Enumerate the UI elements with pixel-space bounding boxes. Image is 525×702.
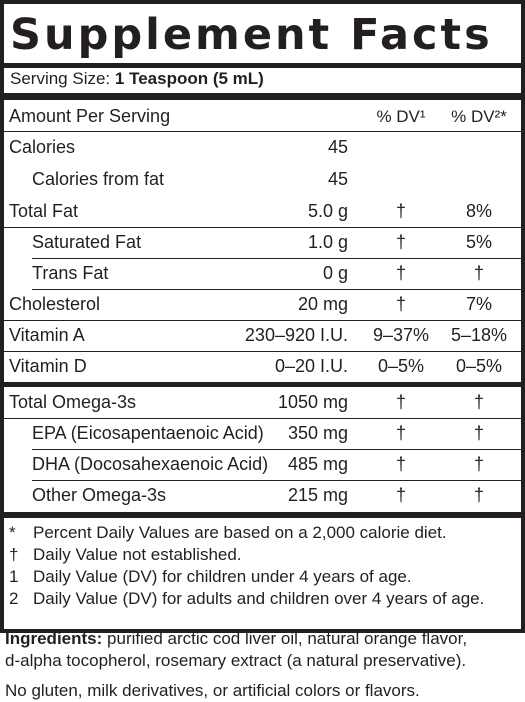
nutrient-dv-children: † [395, 232, 406, 252]
nutrient-dv-children: † [395, 485, 406, 505]
footnote: † Daily Value not established. [9, 544, 242, 565]
table-row: Vitamin A 230–920 I.U. 9–37% 5–18% [4, 320, 521, 351]
supplement-facts-panel: Supplement Facts Serving Size: 1 Teaspoo… [0, 0, 525, 633]
serving-size-value: 1 Teaspoon (5 mL) [114, 69, 264, 88]
dv1-header: % DV¹ [376, 107, 426, 126]
ingredients-line-1: purified arctic cod liver oil, natural o… [107, 629, 468, 648]
footnote: 2 Daily Value (DV) for adults and childre… [9, 588, 484, 609]
row-divider [32, 289, 521, 290]
footnote-symbol: † [9, 545, 19, 564]
nutrient-amount: 485 mg [287, 454, 348, 474]
thick-rule-mid [4, 382, 521, 387]
nutrient-name: Total Omega-3s [9, 392, 137, 412]
nutrient-name: Calories from fat [32, 169, 165, 189]
nutrient-amount: 350 mg [287, 423, 348, 443]
nutrient-dv-children: 9–37% [372, 325, 430, 345]
nutrient-dv-adults: † [473, 423, 484, 443]
ingredients-label: Ingredients: [5, 629, 103, 648]
footnote: * Percent Daily Values are based on a 2,0… [9, 522, 447, 543]
nutrient-amount: 215 mg [287, 485, 348, 505]
nutrient-name: Trans Fat [32, 263, 109, 283]
nutrient-amount: 0 g [322, 263, 348, 283]
nutrient-name: Total Fat [9, 201, 79, 221]
nutrient-dv-children: † [395, 454, 406, 474]
thick-rule-serving [4, 93, 521, 100]
allergen-note: No gluten, milk derivatives, or artifici… [5, 681, 420, 700]
row-divider [4, 227, 521, 228]
nutrient-dv-children: † [395, 201, 406, 221]
table-row: Calories from fat 45 [4, 164, 521, 195]
nutrient-name: EPA (Eicosapentaenoic Acid) [32, 423, 264, 443]
thick-rule-top [4, 63, 521, 68]
serving-size-label: Serving Size: [10, 69, 111, 88]
nutrient-dv-adults: † [473, 263, 484, 283]
footnote-symbol: 2 [9, 589, 19, 608]
thick-rule-bottom [4, 512, 521, 518]
nutrient-amount: 0–20 I.U. [274, 356, 348, 376]
table-row: Total Omega-3s 1050 mg † † [4, 387, 521, 418]
footnote-symbol: 1 [9, 567, 19, 586]
table-row: Cholesterol 20 mg † 7% [4, 289, 521, 320]
footnote-text: Daily Value not established. [33, 545, 242, 564]
footnote-text: Percent Daily Values are based on a 2,00… [33, 523, 447, 542]
table-row: Other Omega-3s 215 mg † † [4, 480, 521, 511]
amount-per-serving-label: Amount Per Serving [9, 106, 171, 126]
nutrient-amount: 45 [327, 169, 348, 189]
nutrient-dv-adults: 0–5% [455, 356, 503, 376]
nutrient-name: Cholesterol [9, 294, 101, 314]
row-divider [4, 320, 521, 321]
footnote-text: Daily Value (DV) for adults and children… [33, 589, 485, 608]
nutrient-dv-children: † [395, 423, 406, 443]
nutrient-dv-adults: 7% [465, 294, 492, 314]
table-row: Vitamin D 0–20 I.U. 0–5% 0–5% [4, 351, 521, 382]
nutrient-amount: 230–920 I.U. [244, 325, 348, 345]
row-divider [32, 258, 521, 259]
table-row: DHA (Docosahexaenoic Acid) 485 mg † † [4, 449, 521, 480]
nutrient-amount: 45 [327, 137, 348, 157]
nutrient-name: Vitamin D [9, 356, 87, 376]
row-divider [4, 131, 521, 132]
ingredients-line-2: d-alpha tocopherol, rosemary extract (a … [5, 651, 467, 670]
nutrient-dv-children: † [395, 263, 406, 283]
serving-size: Serving Size: 1 Teaspoon (5 mL) [10, 68, 264, 90]
dv2-header: % DV²* [451, 107, 507, 126]
row-divider [4, 418, 521, 419]
nutrient-dv-adults: 8% [465, 201, 492, 221]
table-row: Saturated Fat 1.0 g † 5% [4, 227, 521, 258]
nutrient-amount: 1050 mg [277, 392, 348, 412]
table-row: Trans Fat 0 g † † [4, 258, 521, 289]
nutrient-dv-adults: 5% [465, 232, 492, 252]
panel-title: Supplement Facts [10, 10, 493, 60]
nutrient-amount: 5.0 g [307, 201, 348, 221]
nutrient-dv-adults: 5–18% [450, 325, 508, 345]
nutrient-name: Calories [9, 137, 76, 157]
nutrient-name: Vitamin A [9, 325, 85, 345]
row-divider [32, 449, 521, 450]
footnote-text: Daily Value (DV) for children under 4 ye… [33, 567, 412, 586]
row-divider [32, 480, 521, 481]
ingredients: Ingredients: purified arctic cod liver o… [5, 628, 525, 672]
row-divider [4, 351, 521, 352]
nutrient-dv-children: 0–5% [377, 356, 425, 376]
nutrient-amount: 1.0 g [307, 232, 348, 252]
table-row: Calories 45 [4, 132, 521, 163]
footnote-symbol: * [9, 523, 16, 542]
nutrient-name: DHA (Docosahexaenoic Acid) [32, 454, 269, 474]
table-header: Amount Per Serving % DV¹ % DV²* [4, 101, 521, 132]
nutrient-dv-adults: † [473, 485, 484, 505]
nutrient-name: Other Omega-3s [32, 485, 167, 505]
footnote: 1 Daily Value (DV) for children under 4 y… [9, 566, 412, 587]
nutrient-dv-adults: † [473, 392, 484, 412]
nutrient-dv-adults: † [473, 454, 484, 474]
table-row: Total Fat 5.0 g † 8% [4, 196, 521, 227]
nutrient-amount: 20 mg [297, 294, 348, 314]
nutrient-dv-children: † [395, 294, 406, 314]
table-row: EPA (Eicosapentaenoic Acid) 350 mg † † [4, 418, 521, 449]
nutrient-name: Saturated Fat [32, 232, 142, 252]
nutrient-dv-children: † [395, 392, 406, 412]
